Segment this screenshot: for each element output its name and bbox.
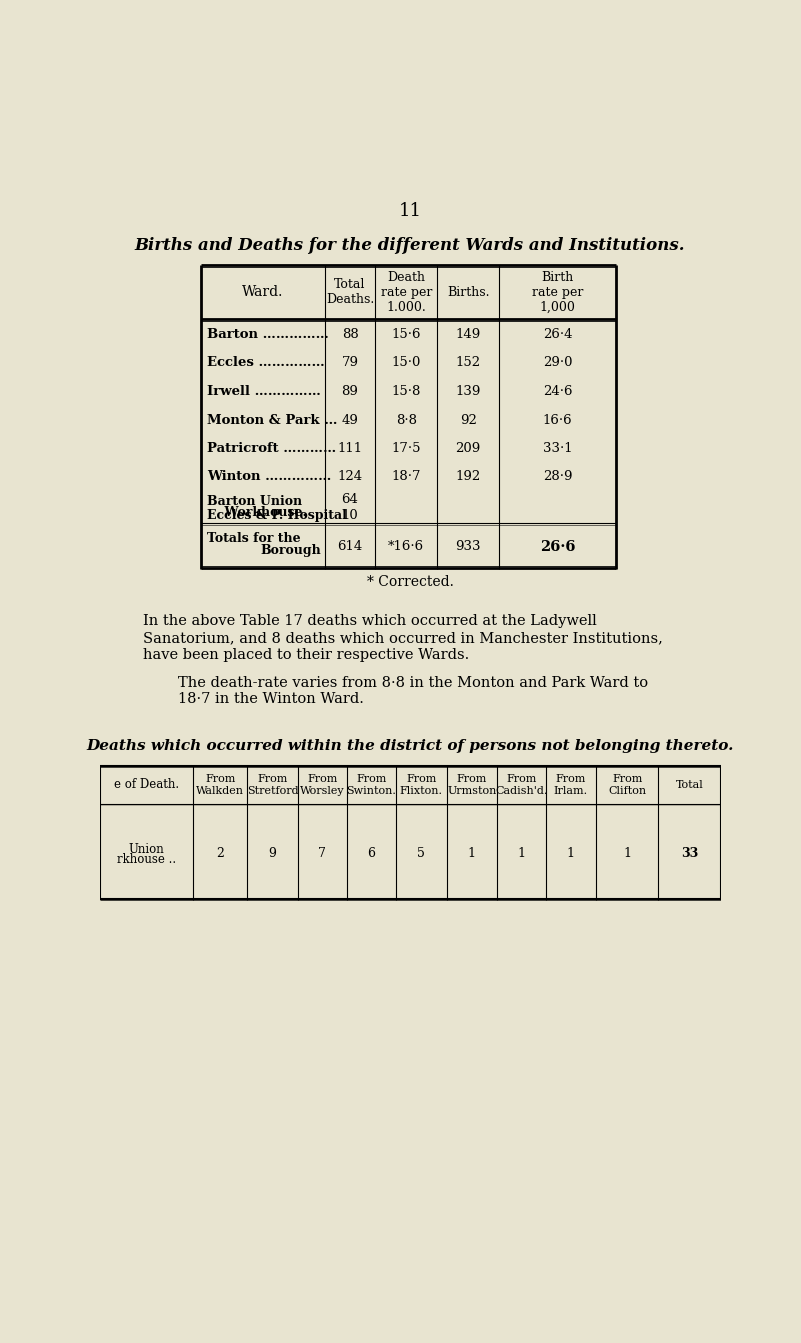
- Text: 5: 5: [417, 847, 425, 861]
- Text: In the above Table 17 deaths which occurred at the Ladywell: In the above Table 17 deaths which occur…: [143, 614, 597, 629]
- Text: 49: 49: [341, 414, 359, 427]
- Text: 1: 1: [623, 847, 631, 861]
- Text: 29·0: 29·0: [542, 356, 572, 368]
- Text: From
Irlam.: From Irlam.: [553, 774, 588, 795]
- Text: e of Death.: e of Death.: [114, 779, 179, 791]
- Text: 88: 88: [342, 328, 358, 341]
- Text: 92: 92: [460, 414, 477, 427]
- Text: 6: 6: [368, 847, 376, 861]
- Text: rkhouse ..: rkhouse ..: [117, 853, 176, 866]
- Text: 152: 152: [456, 356, 481, 368]
- Text: The death-rate varies from 8·8 in the Monton and Park Ward to: The death-rate varies from 8·8 in the Mo…: [178, 676, 648, 689]
- Text: Workhouse.: Workhouse.: [207, 506, 307, 520]
- Text: Total: Total: [675, 780, 703, 790]
- Text: Deaths which occurred within the district of persons not belonging thereto.: Deaths which occurred within the distric…: [87, 740, 734, 753]
- Text: 89: 89: [341, 385, 359, 398]
- Text: 209: 209: [456, 442, 481, 455]
- Text: From
Clifton: From Clifton: [608, 774, 646, 795]
- Text: *16·6: *16·6: [388, 540, 425, 553]
- Text: Barton ……………: Barton ……………: [207, 328, 329, 341]
- Text: Winton ……………: Winton ……………: [207, 470, 332, 483]
- Text: Union: Union: [129, 842, 164, 855]
- Text: 149: 149: [456, 328, 481, 341]
- Text: 124: 124: [337, 470, 363, 483]
- Text: 1: 1: [468, 847, 476, 861]
- Text: Totals for the: Totals for the: [207, 532, 300, 544]
- Text: 7: 7: [318, 847, 326, 861]
- Text: 15·8: 15·8: [392, 385, 421, 398]
- Text: 24·6: 24·6: [542, 385, 572, 398]
- Text: From
Cadish'd.: From Cadish'd.: [495, 774, 548, 795]
- Text: 10: 10: [342, 509, 358, 522]
- Text: Ward.: Ward.: [242, 285, 284, 299]
- Text: Sanatorium, and 8 deaths which occurred in Manchester Institutions,: Sanatorium, and 8 deaths which occurred …: [143, 631, 662, 645]
- Text: 16·6: 16·6: [542, 414, 572, 427]
- Text: 2: 2: [216, 847, 224, 861]
- Text: 26·6: 26·6: [540, 540, 575, 553]
- Text: 8·8: 8·8: [396, 414, 417, 427]
- Text: 11: 11: [399, 203, 421, 220]
- Text: 64: 64: [341, 493, 359, 506]
- Text: Irwell ……………: Irwell ……………: [207, 385, 321, 398]
- Text: Patricroft …………: Patricroft …………: [207, 442, 336, 455]
- Text: Eccles ……………: Eccles ……………: [207, 356, 325, 368]
- Text: Birth
rate per
1,000: Birth rate per 1,000: [532, 270, 583, 313]
- Text: 139: 139: [456, 385, 481, 398]
- Text: 614: 614: [337, 540, 363, 553]
- Text: 192: 192: [456, 470, 481, 483]
- Text: 33·1: 33·1: [542, 442, 572, 455]
- Text: * Corrected.: * Corrected.: [367, 575, 453, 590]
- Text: From
Stretford: From Stretford: [247, 774, 299, 795]
- Text: have been placed to their respective Wards.: have been placed to their respective War…: [143, 647, 469, 662]
- Text: 18·7: 18·7: [392, 470, 421, 483]
- Text: Births and Deaths for the different Wards and Institutions.: Births and Deaths for the different Ward…: [135, 238, 686, 254]
- Text: 17·5: 17·5: [392, 442, 421, 455]
- Text: Death
rate per
1.000.: Death rate per 1.000.: [380, 270, 432, 313]
- Text: Barton Union: Barton Union: [207, 496, 302, 509]
- Text: From
Walkden: From Walkden: [196, 774, 244, 795]
- Text: 111: 111: [337, 442, 363, 455]
- Text: From
Urmston: From Urmston: [447, 774, 497, 795]
- Text: 18·7 in the Winton Ward.: 18·7 in the Winton Ward.: [178, 693, 364, 706]
- Text: 28·9: 28·9: [542, 470, 572, 483]
- Text: 15·0: 15·0: [392, 356, 421, 368]
- Text: Eccles & P. Hospital: Eccles & P. Hospital: [207, 509, 347, 522]
- Text: From
Worsley: From Worsley: [300, 774, 344, 795]
- Text: From
Flixton.: From Flixton.: [400, 774, 443, 795]
- Text: Births.: Births.: [447, 286, 489, 298]
- Text: 9: 9: [268, 847, 276, 861]
- Text: Borough: Borough: [260, 544, 321, 557]
- Text: 1: 1: [517, 847, 525, 861]
- Text: 1: 1: [567, 847, 575, 861]
- Text: Total
Deaths.: Total Deaths.: [326, 278, 374, 306]
- Text: 79: 79: [341, 356, 359, 368]
- Text: 33: 33: [681, 847, 698, 861]
- Text: Monton & Park …: Monton & Park …: [207, 414, 337, 427]
- Text: From
Swinton.: From Swinton.: [347, 774, 396, 795]
- Text: 933: 933: [456, 540, 481, 553]
- Text: 15·6: 15·6: [392, 328, 421, 341]
- Text: 26·4: 26·4: [542, 328, 572, 341]
